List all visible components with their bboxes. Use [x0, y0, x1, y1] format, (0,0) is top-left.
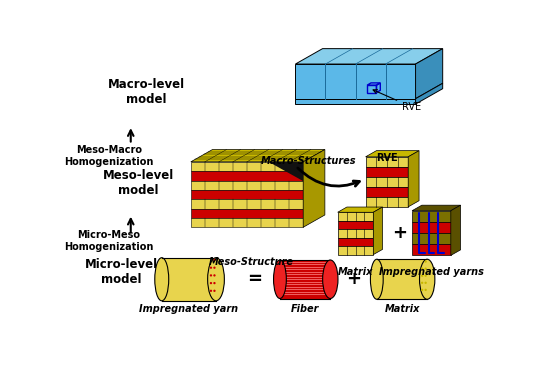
- Circle shape: [425, 289, 427, 291]
- Text: +: +: [392, 224, 407, 242]
- Polygon shape: [366, 177, 408, 187]
- Polygon shape: [412, 233, 451, 244]
- Polygon shape: [338, 229, 373, 238]
- Polygon shape: [191, 209, 303, 218]
- Polygon shape: [412, 244, 451, 255]
- Circle shape: [421, 289, 424, 291]
- Polygon shape: [303, 149, 325, 227]
- Text: Macro-Structures: Macro-Structures: [261, 157, 357, 166]
- Text: Fiber: Fiber: [291, 303, 320, 313]
- Polygon shape: [191, 190, 303, 199]
- Polygon shape: [416, 83, 443, 104]
- Text: Meso-level
model: Meso-level model: [103, 169, 174, 197]
- Text: RVE: RVE: [373, 90, 421, 112]
- Polygon shape: [191, 149, 325, 162]
- Polygon shape: [191, 181, 303, 190]
- Circle shape: [210, 282, 212, 284]
- Circle shape: [210, 274, 212, 276]
- Circle shape: [425, 260, 427, 263]
- Polygon shape: [191, 218, 303, 227]
- Text: Matrix: Matrix: [338, 266, 373, 276]
- Text: =: =: [248, 270, 262, 288]
- Polygon shape: [366, 151, 419, 157]
- Polygon shape: [270, 162, 303, 181]
- Circle shape: [210, 266, 212, 269]
- Circle shape: [213, 274, 216, 276]
- Circle shape: [425, 282, 427, 284]
- Circle shape: [425, 275, 427, 277]
- Polygon shape: [338, 246, 373, 255]
- Circle shape: [213, 266, 216, 269]
- Polygon shape: [366, 197, 408, 207]
- Circle shape: [213, 282, 216, 284]
- Ellipse shape: [208, 258, 224, 301]
- Ellipse shape: [323, 260, 338, 299]
- Text: Meso-Structure: Meso-Structure: [208, 257, 293, 267]
- Text: Meso-Macro
Homogenization: Meso-Macro Homogenization: [64, 145, 154, 167]
- Ellipse shape: [370, 259, 383, 299]
- Text: Macro-level
model: Macro-level model: [108, 78, 185, 106]
- Circle shape: [213, 259, 216, 261]
- Circle shape: [421, 268, 424, 270]
- Polygon shape: [338, 207, 383, 212]
- Text: +: +: [346, 270, 361, 288]
- Text: Matrix: Matrix: [384, 303, 420, 313]
- Polygon shape: [451, 205, 460, 255]
- Polygon shape: [280, 260, 331, 299]
- Polygon shape: [412, 205, 460, 211]
- Polygon shape: [191, 171, 303, 181]
- Circle shape: [210, 290, 212, 292]
- Polygon shape: [416, 48, 443, 99]
- Circle shape: [425, 268, 427, 270]
- Ellipse shape: [273, 260, 287, 299]
- Text: Micro-Meso
Homogenization: Micro-Meso Homogenization: [64, 230, 154, 252]
- Circle shape: [421, 282, 424, 284]
- Circle shape: [421, 275, 424, 277]
- Polygon shape: [373, 207, 383, 255]
- Text: Micro-level
model: Micro-level model: [85, 258, 158, 286]
- Polygon shape: [162, 258, 216, 301]
- Polygon shape: [338, 212, 373, 221]
- Text: Impregnated yarns: Impregnated yarns: [379, 266, 484, 276]
- Polygon shape: [338, 238, 373, 246]
- Polygon shape: [295, 64, 416, 99]
- Text: RVE: RVE: [376, 153, 397, 164]
- Circle shape: [213, 290, 216, 292]
- Polygon shape: [191, 162, 303, 171]
- Polygon shape: [366, 187, 408, 197]
- Polygon shape: [412, 222, 451, 233]
- Polygon shape: [408, 151, 419, 207]
- Polygon shape: [295, 99, 416, 104]
- Polygon shape: [295, 48, 443, 64]
- Polygon shape: [366, 157, 408, 167]
- Polygon shape: [366, 167, 408, 177]
- Ellipse shape: [420, 259, 435, 299]
- Polygon shape: [338, 221, 373, 229]
- Polygon shape: [191, 199, 303, 209]
- Ellipse shape: [155, 258, 169, 301]
- Polygon shape: [412, 211, 451, 222]
- Polygon shape: [377, 259, 427, 299]
- Text: Impregnated yarn: Impregnated yarn: [139, 303, 239, 313]
